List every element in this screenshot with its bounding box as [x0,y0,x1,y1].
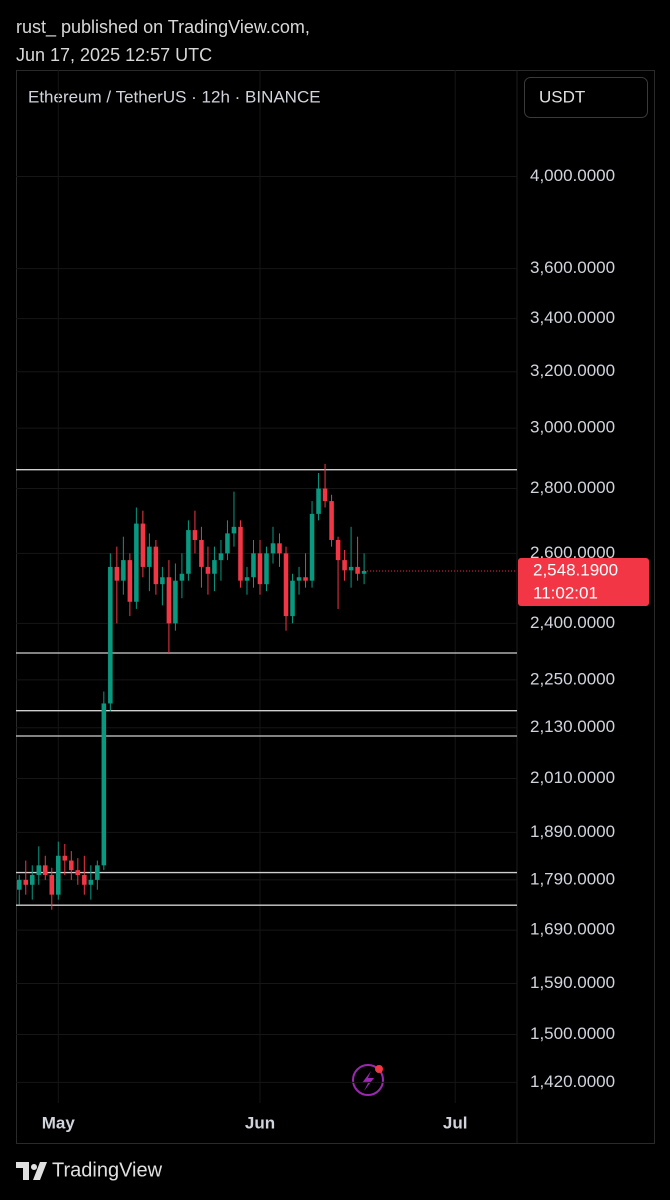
y-tick-label: 2,800.0000 [530,478,615,497]
candle-body [62,855,68,861]
lightning-icon[interactable] [352,1064,384,1096]
candle-body [173,580,178,624]
tv-logo [16,1162,47,1180]
candle-body [231,526,237,534]
candle-body [264,553,269,585]
candle-body [238,526,243,581]
candle-body [361,570,367,574]
candle-body [296,577,302,581]
icon-dot [375,1065,383,1073]
candle-body [335,539,341,561]
candle-body [153,546,159,585]
x-tick-label: May [42,1113,76,1132]
candle-body [23,879,29,885]
y-tick-label: 2,130.0000 [530,717,615,736]
symbol-title: Ethereum / TetherUS · 12h · BINANCE [28,87,321,106]
candle-body [16,879,22,890]
icon-bolt [362,1071,374,1091]
candle-body [101,703,107,866]
y-tick-label: 1,420.0000 [530,1072,615,1091]
candle-body [108,566,113,704]
candle-body [342,560,347,571]
candle-body [212,560,217,574]
brand: TradingView [52,1159,163,1181]
candle-body [88,879,94,885]
y-tick-label: 4,000.0000 [530,166,615,185]
candle-body [290,580,295,617]
candle-body [179,573,185,581]
y-tick-label: 2,250.0000 [530,669,615,688]
y-tick-label: 2,400.0000 [530,613,615,632]
candle-body [244,577,250,581]
candle-body [36,865,42,876]
candle-body [160,577,165,585]
candle-body [166,577,172,624]
candle-body [69,860,74,871]
y-tick-label: 1,590.0000 [530,973,615,992]
candle-body [251,553,256,578]
candle-body [270,543,276,554]
y-tick-label: 3,600.0000 [530,258,615,277]
candle-body [257,553,263,585]
last-price-label: 2,548.1900 [533,560,618,579]
candle-body [49,875,55,895]
candle-body [283,553,289,617]
candle-body [348,566,354,571]
logo-mark [16,1162,47,1180]
icon-ring [352,1064,384,1096]
y-tick-label: 3,400.0000 [530,308,615,327]
candle-body [29,875,35,885]
candle-body [75,870,81,876]
countdown: 11:02:01 [533,583,598,602]
last-price-box [518,557,649,606]
y-tick-label: 1,500.0000 [530,1024,615,1043]
currency-box[interactable] [524,77,648,118]
currency[interactable]: USDT [539,87,585,106]
candle-body [329,501,334,540]
candle-body [355,566,360,574]
publisher-line: rust_ published on TradingView.com, [16,17,310,37]
plot [16,463,517,910]
candle-body [127,560,133,602]
candle-body [303,577,308,581]
candle-body [95,865,100,880]
candle-body [82,875,87,885]
candle-body [134,523,139,602]
candle-body [186,530,191,574]
y-tick-label: 3,200.0000 [530,361,615,380]
candle-body [121,560,126,581]
chart-frame [16,70,655,1144]
candle-body [205,566,211,574]
candle-body [140,523,146,567]
candle-body [316,488,321,514]
x-tick-label: Jul [443,1113,468,1132]
candle-body [225,533,230,554]
candle-body [56,855,61,895]
y-tick-label: 1,890.0000 [530,822,615,841]
candle-body [43,865,48,876]
y-tick-label: 2,010.0000 [530,768,615,787]
x-tick-label: Jun [245,1113,275,1132]
candle-body [147,546,152,567]
candle-body [114,566,120,581]
y-tick-label: 1,790.0000 [530,869,615,888]
publish-date: Jun 17, 2025 12:57 UTC [16,45,213,65]
y-tick-label: 3,000.0000 [530,418,615,437]
y-tick-label: 2,600.0000 [530,543,615,562]
y-tick-label: 1,690.0000 [530,920,615,939]
candle-body [192,530,198,540]
candle-body [218,553,224,561]
candle-body [322,488,328,502]
candle-body [309,513,315,581]
candle-body [199,539,204,567]
candle-body [277,543,282,554]
